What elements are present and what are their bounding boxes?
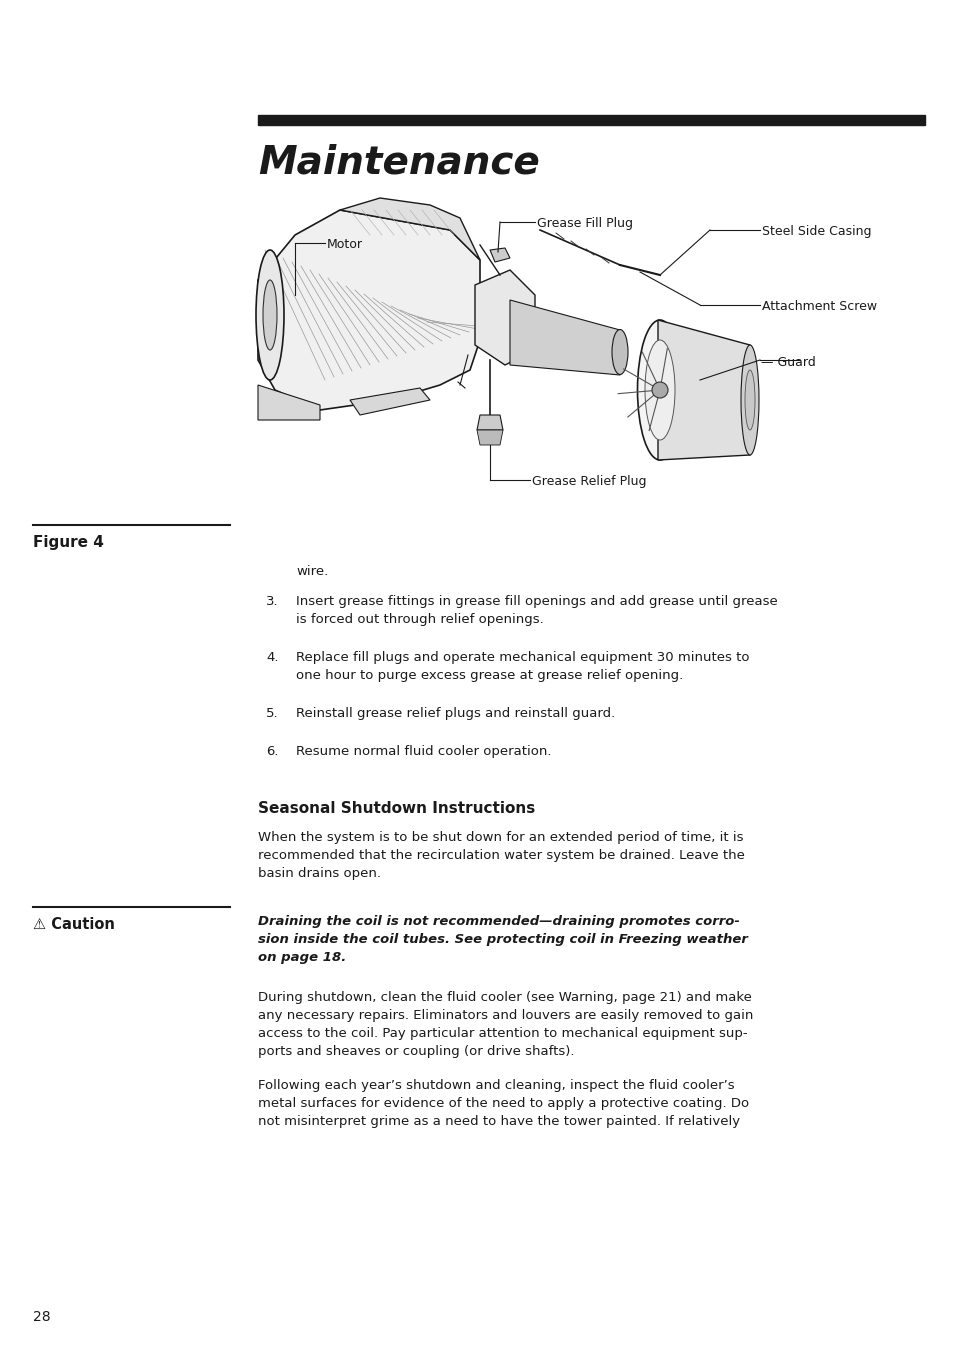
Polygon shape bbox=[658, 320, 749, 460]
Text: one hour to purge excess grease at grease relief opening.: one hour to purge excess grease at greas… bbox=[295, 670, 682, 682]
Polygon shape bbox=[490, 248, 510, 262]
Polygon shape bbox=[350, 387, 430, 414]
Text: 3.: 3. bbox=[266, 595, 278, 608]
Circle shape bbox=[651, 382, 667, 398]
Text: 6.: 6. bbox=[266, 745, 278, 757]
Text: Maintenance: Maintenance bbox=[257, 143, 539, 181]
Text: Reinstall grease relief plugs and reinstall guard.: Reinstall grease relief plugs and reinst… bbox=[295, 707, 615, 720]
Text: metal surfaces for evidence of the need to apply a protective coating. Do: metal surfaces for evidence of the need … bbox=[257, 1098, 748, 1110]
Polygon shape bbox=[510, 300, 619, 375]
Text: — Guard: — Guard bbox=[760, 355, 815, 369]
Text: 5.: 5. bbox=[266, 707, 278, 720]
Ellipse shape bbox=[255, 250, 284, 379]
Ellipse shape bbox=[744, 370, 754, 431]
Text: on page 18.: on page 18. bbox=[257, 950, 346, 964]
Ellipse shape bbox=[644, 340, 675, 440]
Text: ⚠ Caution: ⚠ Caution bbox=[33, 917, 114, 932]
Text: sion inside the coil tubes. See protecting coil in Freezing weather: sion inside the coil tubes. See protecti… bbox=[257, 933, 747, 946]
Text: Resume normal fluid cooler operation.: Resume normal fluid cooler operation. bbox=[295, 745, 551, 757]
Text: When the system is to be shut down for an extended period of time, it is: When the system is to be shut down for a… bbox=[257, 832, 742, 844]
Text: basin drains open.: basin drains open. bbox=[257, 867, 380, 880]
Text: not misinterpret grime as a need to have the tower painted. If relatively: not misinterpret grime as a need to have… bbox=[257, 1115, 740, 1129]
Polygon shape bbox=[476, 431, 502, 446]
Text: access to the coil. Pay particular attention to mechanical equipment sup-: access to the coil. Pay particular atten… bbox=[257, 1027, 747, 1040]
Text: Grease Relief Plug: Grease Relief Plug bbox=[532, 475, 646, 489]
Polygon shape bbox=[257, 385, 319, 420]
Polygon shape bbox=[475, 270, 535, 364]
Text: Seasonal Shutdown Instructions: Seasonal Shutdown Instructions bbox=[257, 801, 535, 815]
Polygon shape bbox=[476, 414, 502, 431]
Text: Motor: Motor bbox=[327, 239, 363, 251]
Text: Following each year’s shutdown and cleaning, inspect the fluid cooler’s: Following each year’s shutdown and clean… bbox=[257, 1079, 734, 1092]
Ellipse shape bbox=[612, 329, 627, 374]
Text: recommended that the recirculation water system be drained. Leave the: recommended that the recirculation water… bbox=[257, 849, 744, 863]
Polygon shape bbox=[257, 211, 479, 410]
Text: any necessary repairs. Eliminators and louvers are easily removed to gain: any necessary repairs. Eliminators and l… bbox=[257, 1008, 753, 1022]
Ellipse shape bbox=[637, 320, 681, 460]
Text: During shutdown, clean the fluid cooler (see Warning, page 21) and make: During shutdown, clean the fluid cooler … bbox=[257, 991, 751, 1004]
Text: ports and sheaves or coupling (or drive shafts).: ports and sheaves or coupling (or drive … bbox=[257, 1045, 574, 1058]
Text: Replace fill plugs and operate mechanical equipment 30 minutes to: Replace fill plugs and operate mechanica… bbox=[295, 651, 749, 664]
Text: Draining the coil is not recommended—draining promotes corro-: Draining the coil is not recommended—dra… bbox=[257, 915, 740, 927]
Bar bbox=[257, 115, 924, 126]
Text: Attachment Screw: Attachment Screw bbox=[761, 301, 876, 313]
Text: 4.: 4. bbox=[266, 651, 278, 664]
Ellipse shape bbox=[263, 279, 276, 350]
Text: Insert grease fittings in grease fill openings and add grease until grease: Insert grease fittings in grease fill op… bbox=[295, 595, 777, 608]
Text: Figure 4: Figure 4 bbox=[33, 535, 104, 549]
Text: Steel Side Casing: Steel Side Casing bbox=[761, 225, 871, 239]
Text: Grease Fill Plug: Grease Fill Plug bbox=[537, 217, 633, 231]
Ellipse shape bbox=[740, 346, 759, 455]
Polygon shape bbox=[339, 198, 479, 261]
Text: wire.: wire. bbox=[295, 566, 328, 578]
Text: is forced out through relief openings.: is forced out through relief openings. bbox=[295, 613, 543, 626]
Text: 28: 28 bbox=[33, 1310, 51, 1324]
